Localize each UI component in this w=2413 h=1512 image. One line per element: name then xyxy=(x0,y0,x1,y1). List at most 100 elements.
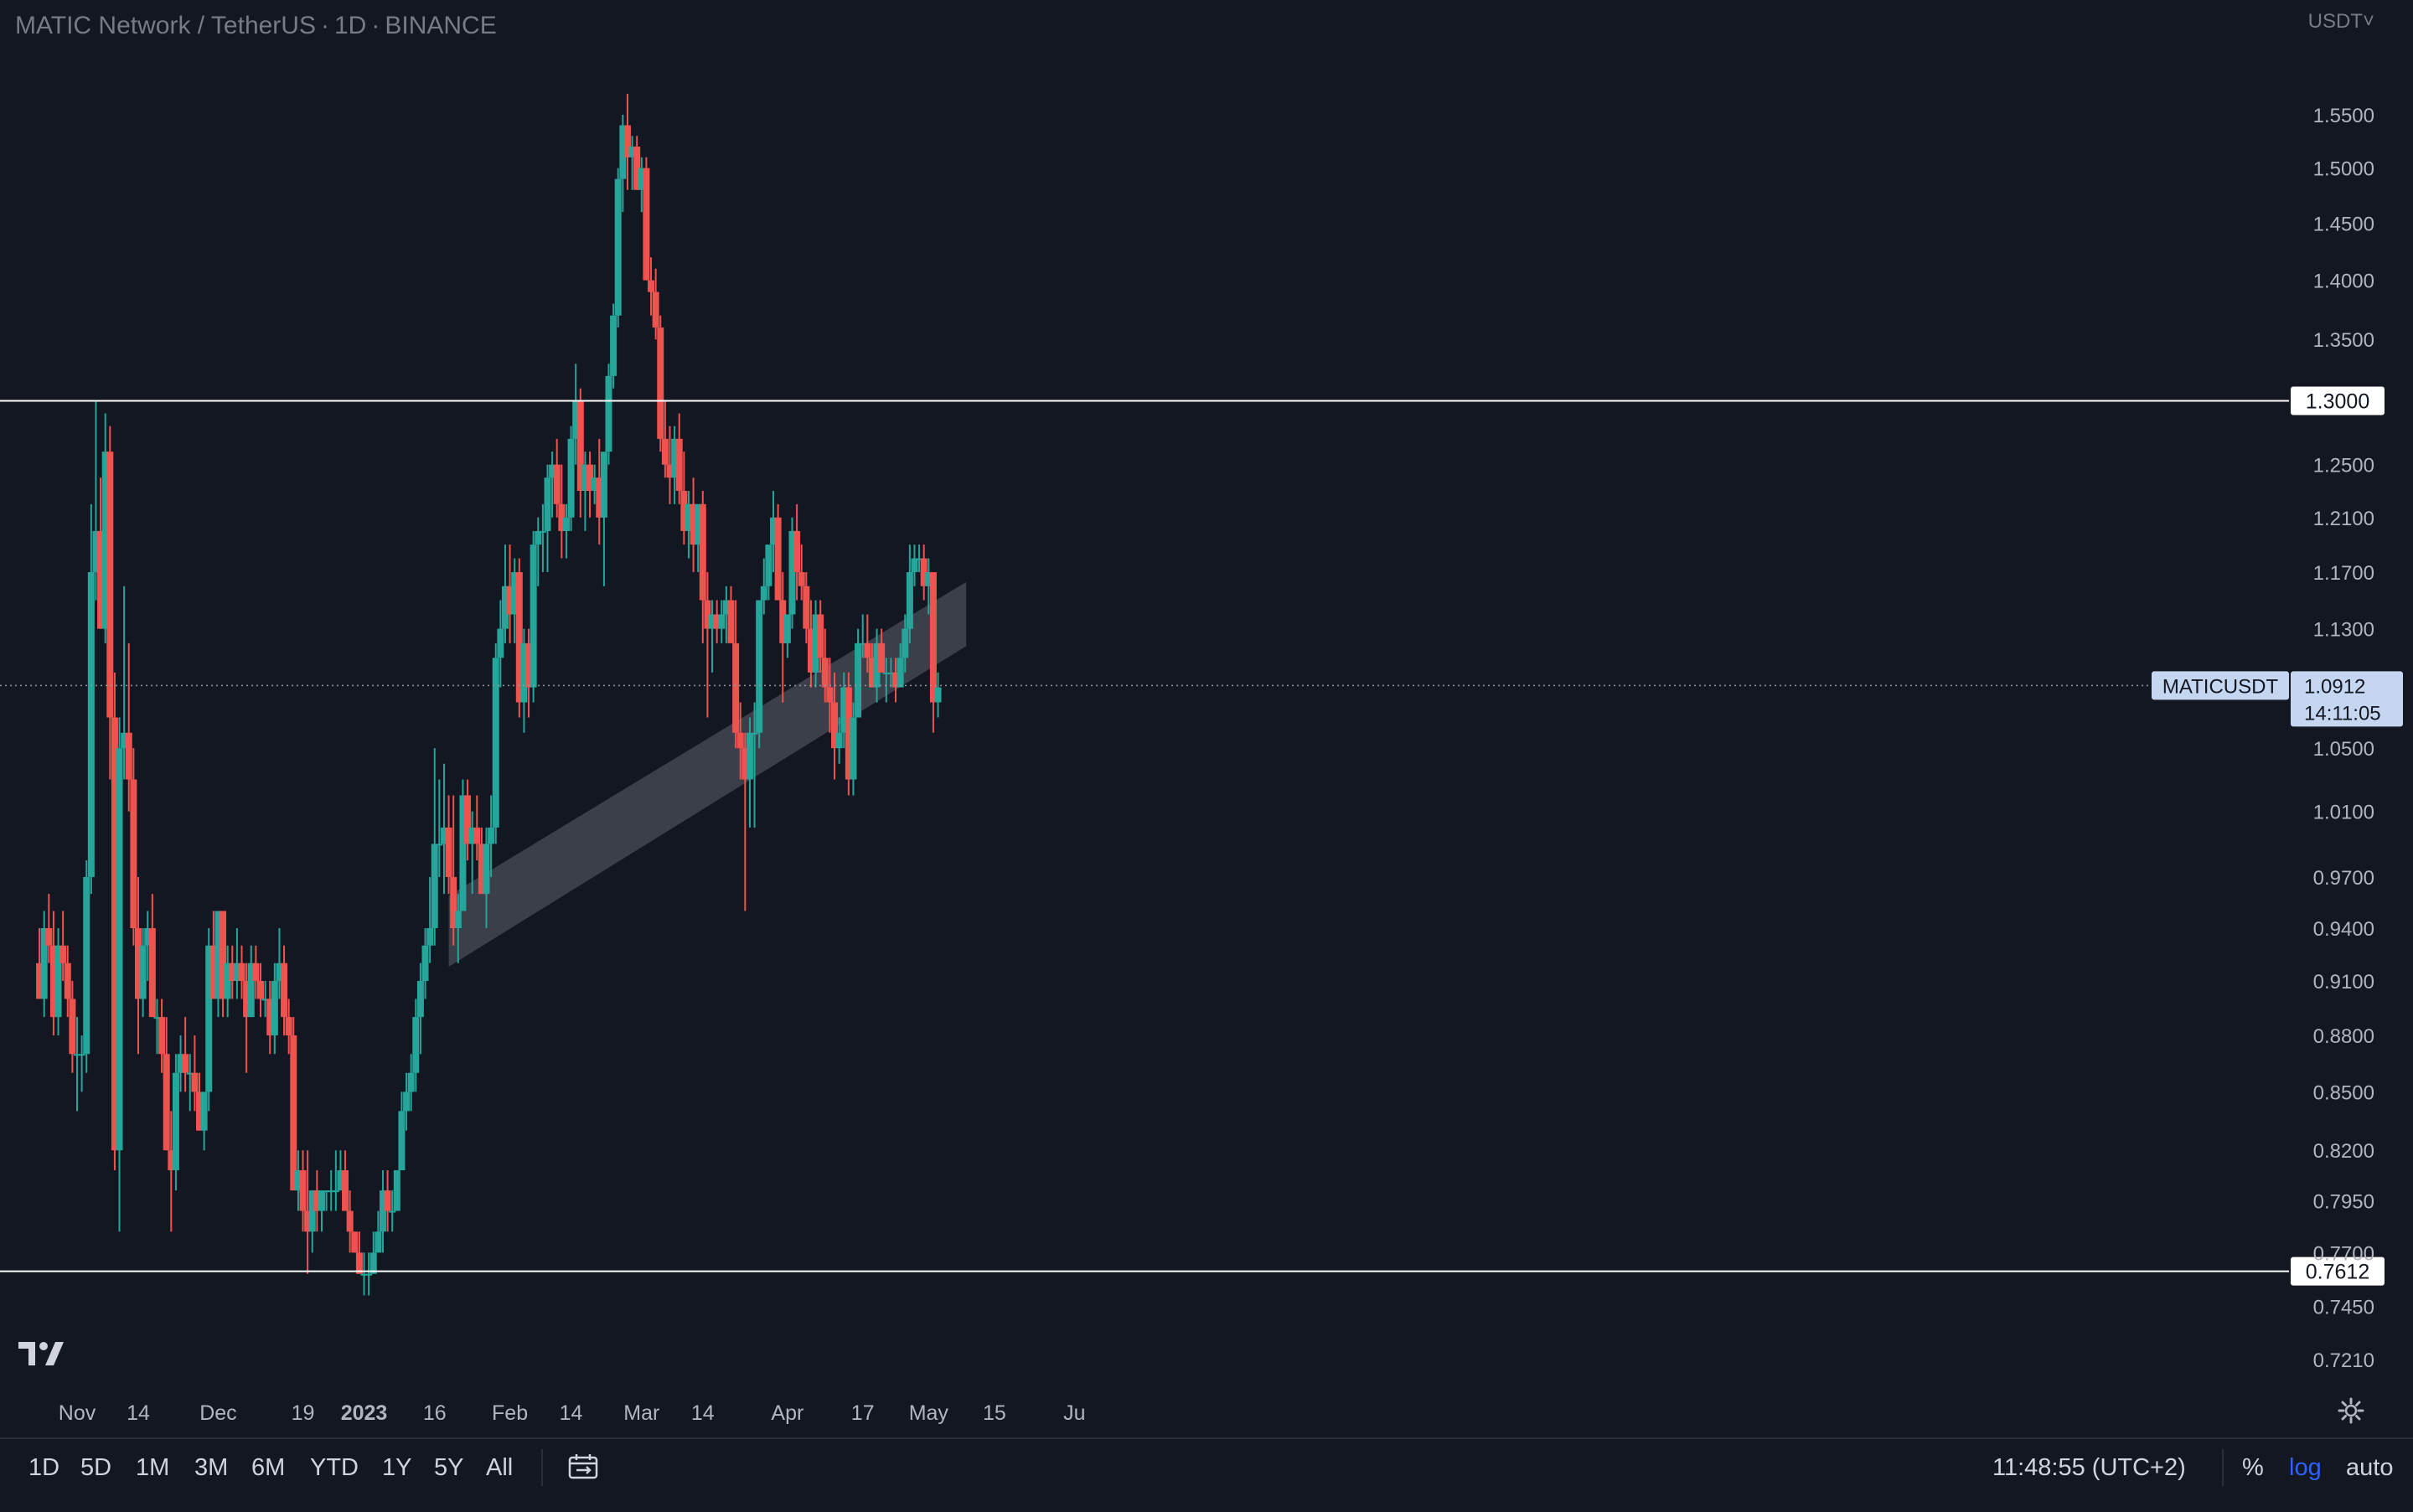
candle[interactable] xyxy=(558,464,566,559)
candle[interactable] xyxy=(468,811,476,895)
symbol-name[interactable]: MATIC Network / TetherUS xyxy=(15,12,316,39)
candle[interactable] xyxy=(633,136,641,190)
candle[interactable] xyxy=(652,268,659,340)
candle[interactable] xyxy=(892,658,900,703)
timeframe-5d-button[interactable]: 5D xyxy=(80,1454,112,1481)
candle[interactable] xyxy=(290,1017,297,1191)
candle[interactable] xyxy=(177,1035,184,1092)
candle[interactable] xyxy=(515,558,523,718)
candle[interactable] xyxy=(308,1190,316,1253)
candle[interactable] xyxy=(59,911,67,981)
candle[interactable] xyxy=(680,452,688,545)
candle[interactable] xyxy=(416,962,424,1055)
candle[interactable] xyxy=(788,517,796,629)
candle[interactable] xyxy=(243,962,251,1073)
candle[interactable] xyxy=(520,628,528,733)
candle[interactable] xyxy=(793,503,801,601)
candle[interactable] xyxy=(209,911,217,999)
candle[interactable] xyxy=(873,628,881,703)
candle[interactable] xyxy=(195,1072,203,1131)
candle[interactable] xyxy=(238,945,245,999)
candle[interactable] xyxy=(45,894,53,963)
candle[interactable] xyxy=(817,600,824,673)
candle[interactable] xyxy=(855,628,862,718)
candle[interactable] xyxy=(902,614,909,673)
candle[interactable] xyxy=(384,1170,391,1232)
timeframe-1y-button[interactable]: 1Y xyxy=(382,1454,412,1481)
candle[interactable] xyxy=(765,544,772,601)
candle[interactable] xyxy=(535,517,542,586)
candle[interactable] xyxy=(412,999,420,1092)
candle[interactable] xyxy=(661,400,669,478)
candle[interactable] xyxy=(727,586,735,643)
candle[interactable] xyxy=(576,388,584,518)
candle[interactable] xyxy=(111,672,118,1171)
candle[interactable] xyxy=(191,1035,199,1112)
candle[interactable] xyxy=(600,452,607,586)
candle[interactable] xyxy=(675,413,683,504)
candle[interactable] xyxy=(506,544,514,643)
candle[interactable] xyxy=(864,614,871,673)
candle[interactable] xyxy=(746,717,753,828)
timeframe-6m-button[interactable]: 6M xyxy=(251,1454,286,1481)
candle[interactable] xyxy=(648,257,655,316)
candle[interactable] xyxy=(821,628,829,703)
candle[interactable] xyxy=(148,894,156,1018)
candle[interactable] xyxy=(440,763,447,895)
candle[interactable] xyxy=(78,1035,85,1092)
candle[interactable] xyxy=(407,1054,415,1112)
candle[interactable] xyxy=(125,642,132,812)
candle[interactable] xyxy=(934,672,942,718)
candle[interactable] xyxy=(220,911,227,1018)
candle[interactable] xyxy=(69,980,76,1073)
candle[interactable] xyxy=(511,558,519,643)
candle[interactable] xyxy=(346,1190,354,1253)
candle[interactable] xyxy=(375,1210,382,1253)
candle[interactable] xyxy=(229,945,236,999)
candle[interactable] xyxy=(101,413,109,643)
candle[interactable] xyxy=(868,642,876,688)
timeframe-all-button[interactable]: All xyxy=(486,1454,514,1481)
candle[interactable] xyxy=(323,1190,330,1211)
candle[interactable] xyxy=(97,477,105,629)
timeframe-1m-button[interactable]: 1M xyxy=(136,1454,170,1481)
candle[interactable] xyxy=(488,795,495,878)
candle[interactable] xyxy=(501,544,509,643)
candle[interactable] xyxy=(840,672,848,749)
candle[interactable] xyxy=(906,544,913,643)
candle[interactable] xyxy=(614,168,622,328)
candle[interactable] xyxy=(544,464,551,573)
candle[interactable] xyxy=(812,600,819,688)
candle[interactable] xyxy=(40,911,48,1018)
candle[interactable] xyxy=(911,544,918,586)
timeframe-5y-button[interactable]: 5Y xyxy=(434,1454,464,1481)
candle[interactable] xyxy=(332,1150,339,1211)
candle[interactable] xyxy=(859,614,866,658)
candle[interactable] xyxy=(925,558,933,615)
candle[interactable] xyxy=(369,1231,377,1274)
candle[interactable] xyxy=(798,544,805,601)
candle[interactable] xyxy=(389,1190,396,1232)
candle[interactable] xyxy=(882,658,890,703)
auto-scale-toggle[interactable]: auto xyxy=(2346,1454,2394,1481)
candle[interactable] xyxy=(393,1170,400,1211)
candle[interactable] xyxy=(539,503,546,573)
candle[interactable] xyxy=(916,544,923,573)
candle[interactable] xyxy=(281,945,288,1036)
candle[interactable] xyxy=(144,911,152,981)
calendar-range-icon[interactable] xyxy=(568,1453,598,1481)
candle[interactable] xyxy=(214,911,222,1018)
candle[interactable] xyxy=(591,464,598,504)
candle[interactable] xyxy=(525,628,533,718)
candle[interactable] xyxy=(172,1054,179,1191)
candle[interactable] xyxy=(106,426,114,780)
candle[interactable] xyxy=(74,1017,80,1112)
candle[interactable] xyxy=(699,490,706,643)
support-channel[interactable] xyxy=(448,581,967,967)
candle[interactable] xyxy=(233,928,240,999)
candle[interactable] xyxy=(205,928,213,1112)
candle[interactable] xyxy=(351,1231,359,1253)
candle[interactable] xyxy=(121,586,128,780)
candle[interactable] xyxy=(774,503,782,601)
candle[interactable] xyxy=(562,503,570,559)
